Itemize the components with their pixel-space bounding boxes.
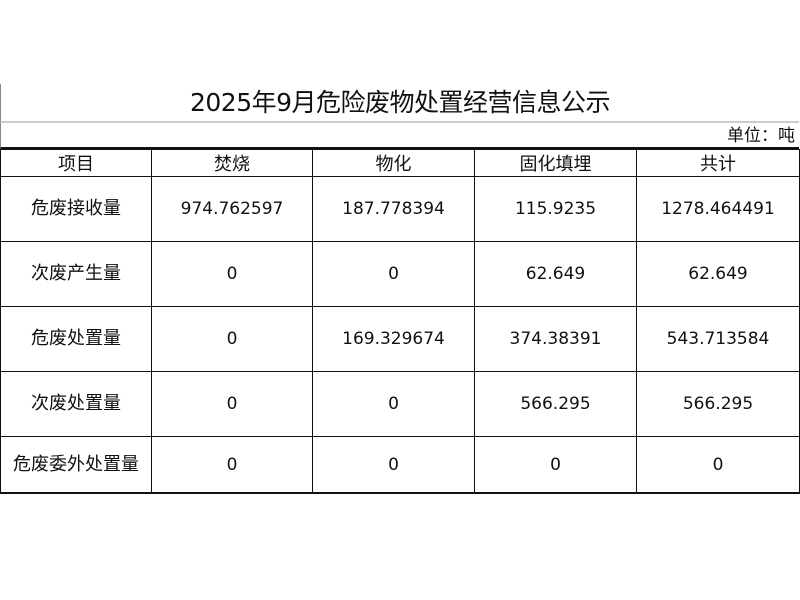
table-cell: 0 xyxy=(151,371,313,437)
table-cell: 566.295 xyxy=(636,371,800,437)
table-row: 次废产生量 0 0 62.649 62.649 xyxy=(0,241,800,307)
disclosure-sheet: 2025年9月危险废物处置经营信息公示 单位：吨 项目 焚烧 物化 固化填埋 共计 危废接… xyxy=(0,84,800,494)
table-cell: 169.329674 xyxy=(312,306,475,372)
column-header: 焚烧 xyxy=(151,149,313,177)
table-cell: 0 xyxy=(474,436,637,494)
row-label: 危废接收量 xyxy=(0,176,152,242)
row-label: 危废委外处置量 xyxy=(0,436,152,494)
row-label: 次废处置量 xyxy=(0,371,152,437)
unit-label: 单位：吨 xyxy=(0,123,799,149)
table-row: 危废接收量 974.762597 187.778394 115.9235 1278.46… xyxy=(0,176,800,242)
table-cell: 0 xyxy=(312,371,475,437)
table-cell: 543.713584 xyxy=(636,306,800,372)
table-cell: 566.295 xyxy=(474,371,637,437)
table-cell: 187.778394 xyxy=(312,176,475,242)
page-title: 2025年9月危险废物处置经营信息公示 xyxy=(0,84,799,123)
table-cell: 62.649 xyxy=(474,241,637,307)
table-cell: 115.9235 xyxy=(474,176,637,242)
table-cell: 0 xyxy=(151,436,313,494)
table-cell: 0 xyxy=(151,306,313,372)
row-label: 危废处置量 xyxy=(0,306,152,372)
column-header: 共计 xyxy=(636,149,800,177)
column-header: 物化 xyxy=(312,149,475,177)
column-header: 固化填埋 xyxy=(474,149,637,177)
table-row: 危废委外处置量 0 0 0 0 xyxy=(0,436,800,494)
table-row: 次废处置量 0 0 566.295 566.295 xyxy=(0,371,800,437)
table-cell: 0 xyxy=(636,436,800,494)
column-header: 项目 xyxy=(0,149,152,177)
table-cell: 1278.464491 xyxy=(636,176,800,242)
table-row: 危废处置量 0 169.329674 374.38391 543.713584 xyxy=(0,306,800,372)
table-cell: 0 xyxy=(312,241,475,307)
table-cell: 62.649 xyxy=(636,241,800,307)
table-cell: 0 xyxy=(151,241,313,307)
row-label: 次废产生量 xyxy=(0,241,152,307)
table-cell: 374.38391 xyxy=(474,306,637,372)
header-row: 项目 焚烧 物化 固化填埋 共计 xyxy=(0,149,800,177)
data-table: 项目 焚烧 物化 固化填埋 共计 危废接收量 974.762597 187.778394 115… xyxy=(0,149,800,494)
table-cell: 974.762597 xyxy=(151,176,313,242)
table-cell: 0 xyxy=(312,436,475,494)
